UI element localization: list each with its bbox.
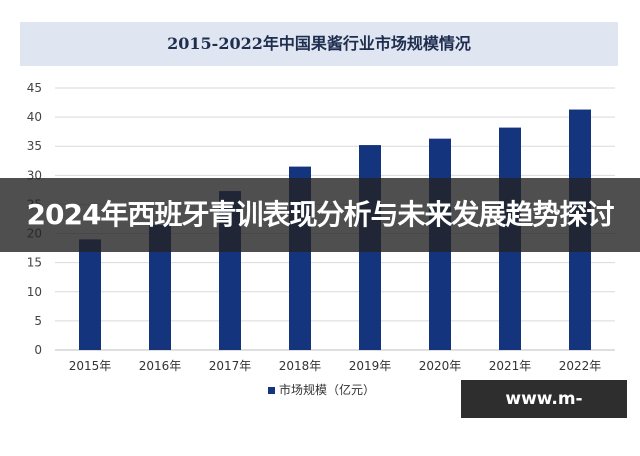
site-url-badge[interactable]: www.m-wdyl.com xyxy=(461,380,627,447)
y-tick-label: 40 xyxy=(27,110,42,124)
article-title: 2024年西班牙青训表现分析与未来发展趋势探讨 xyxy=(26,198,615,231)
y-tick-label: 5 xyxy=(34,314,42,328)
x-tick-label: 2021年 xyxy=(489,359,532,373)
bar xyxy=(149,224,171,350)
x-tick-label: 2015年 xyxy=(69,359,112,373)
x-tick-label: 2018年 xyxy=(279,359,322,373)
x-tick-label: 2020年 xyxy=(419,359,462,373)
y-tick-label: 45 xyxy=(27,81,42,95)
y-tick-label: 0 xyxy=(34,343,42,357)
x-tick-label: 2016年 xyxy=(139,359,182,373)
legend-swatch xyxy=(268,387,275,394)
chart-canvas: 2015-2022年中国果酱行业市场规模情况 05101520253035404… xyxy=(0,22,640,447)
article-title-banner: 2024年西班牙青训表现分析与未来发展趋势探讨 xyxy=(0,178,640,252)
legend-label: 市场规模（亿元） xyxy=(279,382,375,397)
y-tick-label: 10 xyxy=(27,285,42,299)
x-tick-label: 2017年 xyxy=(209,359,252,373)
x-tick-label: 2022年 xyxy=(559,359,602,373)
y-tick-label: 15 xyxy=(27,256,42,270)
x-tick-label: 2019年 xyxy=(349,359,392,373)
chart-title: 2015-2022年中国果酱行业市场规模情况 xyxy=(167,34,471,53)
bar xyxy=(79,239,101,350)
y-tick-label: 35 xyxy=(27,139,42,153)
chart-title-bar: 2015-2022年中国果酱行业市场规模情况 xyxy=(20,22,618,66)
